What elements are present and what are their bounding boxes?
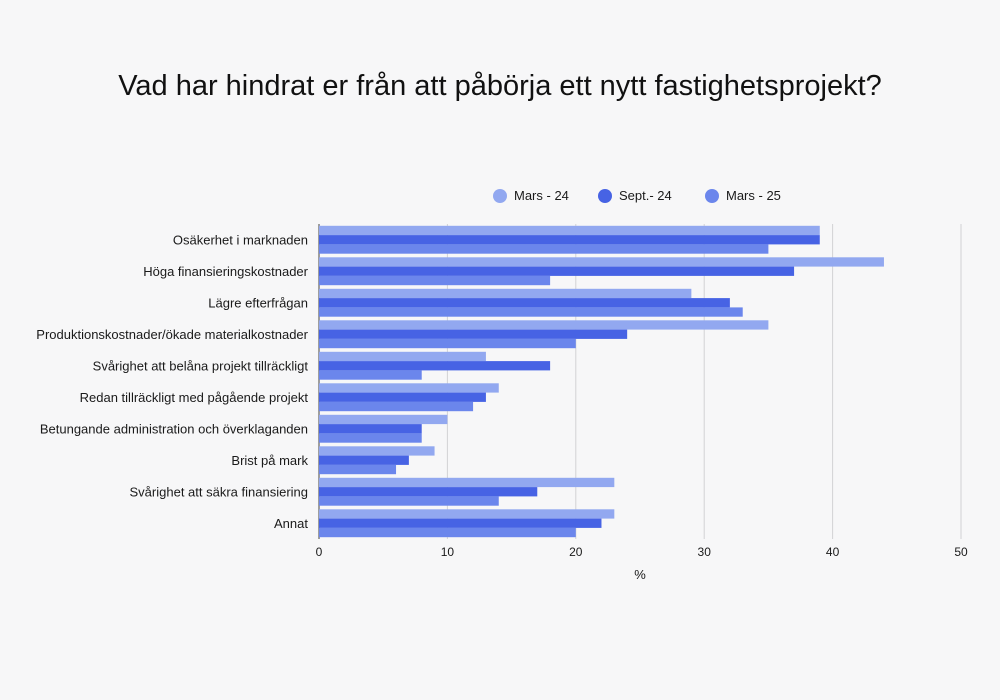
bar-3-8 — [319, 464, 397, 475]
bar-2-3 — [319, 298, 730, 308]
bar-2-10 — [319, 518, 602, 528]
category-label-6: Redan tillräckligt med pågående projekt — [80, 390, 309, 405]
x-tick-label-40: 40 — [826, 545, 840, 559]
bar-1-6 — [319, 383, 499, 393]
bar-2-4 — [319, 329, 628, 339]
bar-1-8 — [319, 446, 435, 456]
category-label-10: Annat — [274, 516, 308, 531]
bar-2-8 — [319, 455, 409, 465]
bar-3-5 — [319, 370, 422, 380]
bar-2-9 — [319, 487, 538, 497]
bar-3-7 — [319, 433, 422, 443]
bar-1-9 — [319, 477, 615, 488]
x-tick-label-50: 50 — [954, 545, 968, 559]
bar-3-10 — [319, 527, 576, 538]
legend-label-3: Mars - 25 — [726, 188, 781, 203]
bar-2-2 — [319, 266, 795, 276]
bar-1-7 — [319, 414, 448, 425]
x-tick-label-20: 20 — [569, 545, 583, 559]
x-tick-label-0: 0 — [316, 545, 323, 559]
category-label-8: Brist på mark — [231, 453, 308, 468]
legend-label-1: Mars - 24 — [514, 188, 569, 203]
bar-3-2 — [319, 275, 551, 286]
x-tick-label-10: 10 — [441, 545, 455, 559]
legend-marker-3 — [705, 189, 719, 203]
category-label-1: Osäkerhet i marknaden — [173, 232, 308, 247]
x-axis-label: % — [634, 567, 646, 582]
bar-2-5 — [319, 361, 551, 371]
bar-2-6 — [319, 392, 486, 402]
legend-marker-1 — [493, 189, 507, 203]
bar-3-3 — [319, 307, 743, 317]
bar-3-1 — [319, 244, 769, 254]
category-label-2: Höga finansieringskostnader — [143, 264, 308, 279]
x-tick-label-30: 30 — [698, 545, 712, 559]
legend-label-2: Sept.- 24 — [619, 188, 672, 203]
bar-3-4 — [319, 338, 576, 349]
category-label-3: Lägre efterfrågan — [208, 295, 308, 310]
bar-3-9 — [319, 496, 499, 506]
bar-1-2 — [319, 257, 884, 267]
category-label-4: Produktionskostnader/ökade materialkostn… — [36, 327, 308, 342]
bar-1-10 — [319, 509, 615, 519]
category-label-5: Svårighet att belåna projekt tillräcklig… — [93, 358, 309, 373]
bar-2-7 — [319, 424, 422, 434]
bar-1-1 — [319, 225, 820, 236]
bar-3-6 — [319, 401, 474, 412]
bar-2-1 — [319, 235, 820, 245]
category-label-9: Svårighet att säkra finansiering — [130, 484, 308, 499]
bar-1-3 — [319, 288, 692, 299]
legend-marker-2 — [598, 189, 612, 203]
chart-title: Vad har hindrat er från att påbörja ett … — [118, 70, 882, 102]
bar-1-4 — [319, 320, 769, 330]
category-label-7: Betungande administration och överklagan… — [40, 421, 308, 436]
bar-1-5 — [319, 351, 486, 362]
